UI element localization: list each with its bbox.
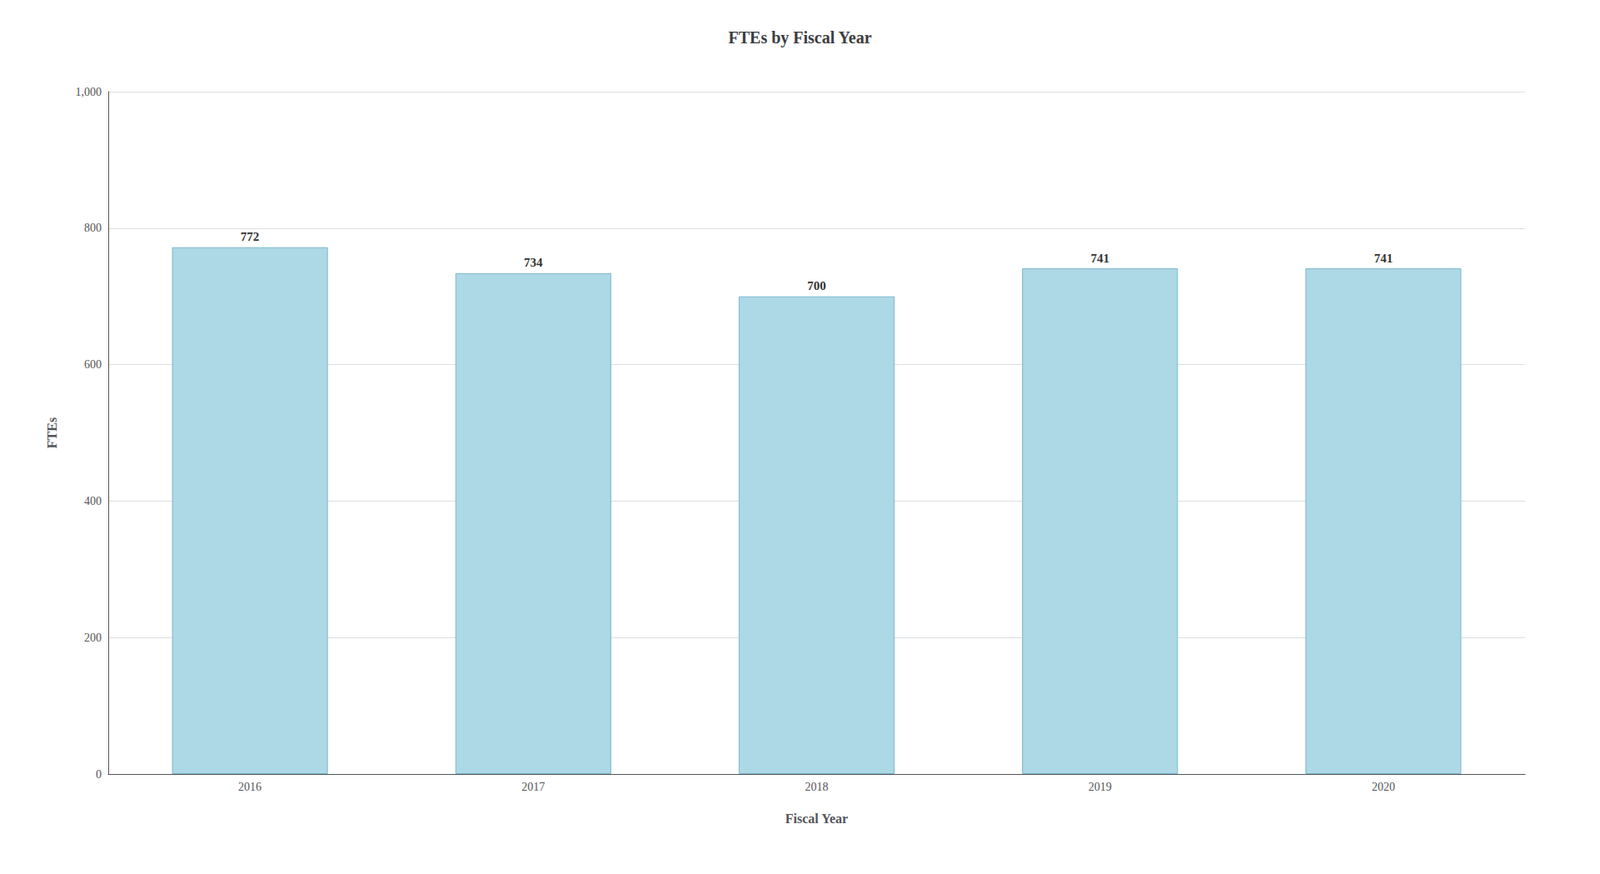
svg-text:2020: 2020 (1371, 780, 1396, 793)
svg-text:200: 200 (84, 631, 102, 644)
svg-text:741: 741 (1374, 251, 1394, 265)
svg-text:FTEs by Fiscal Year: FTEs by Fiscal Year (727, 28, 872, 48)
svg-text:741: 741 (1090, 251, 1110, 265)
svg-text:Fiscal Year: Fiscal Year (785, 811, 848, 826)
svg-text:0: 0 (95, 767, 102, 781)
svg-text:2016: 2016 (238, 780, 262, 793)
svg-text:2017: 2017 (521, 780, 545, 793)
svg-text:1,000: 1,000 (75, 85, 103, 99)
svg-text:734: 734 (523, 255, 544, 270)
svg-text:400: 400 (84, 494, 102, 508)
svg-text:FTEs: FTEs (44, 417, 60, 449)
svg-text:600: 600 (84, 358, 102, 371)
svg-text:772: 772 (240, 229, 260, 244)
svg-text:2019: 2019 (1088, 780, 1112, 793)
svg-text:700: 700 (807, 279, 827, 293)
svg-text:800: 800 (84, 221, 102, 235)
svg-text:2018: 2018 (805, 780, 829, 793)
